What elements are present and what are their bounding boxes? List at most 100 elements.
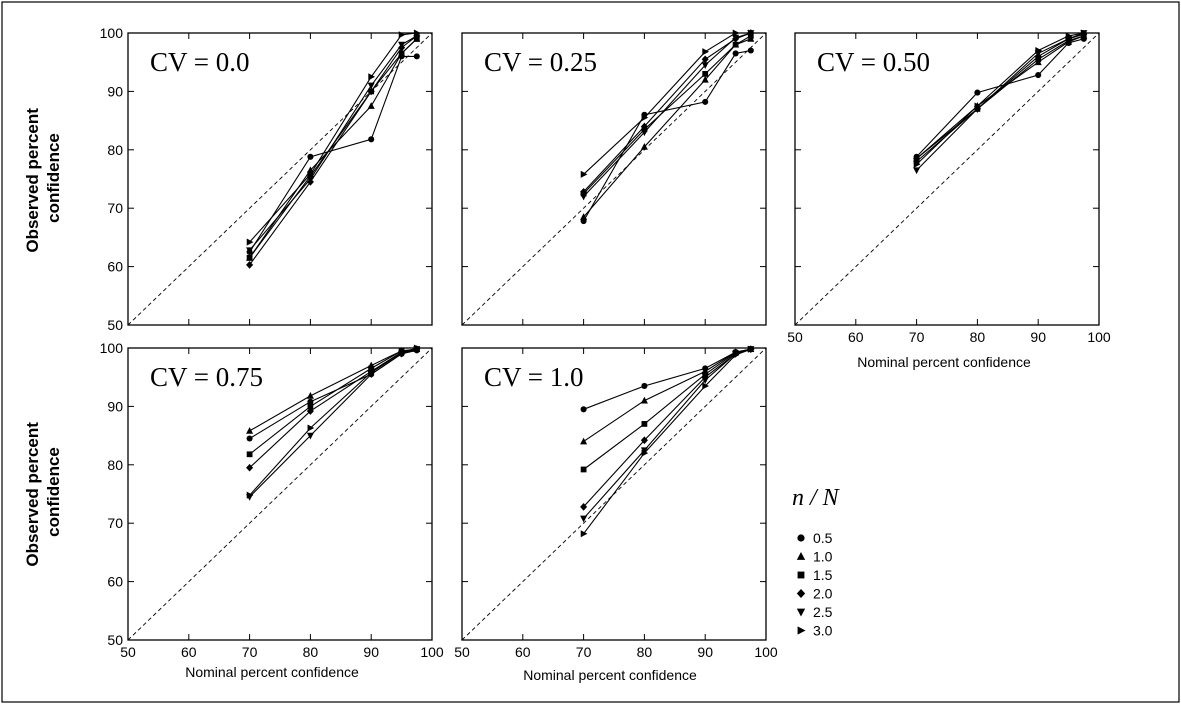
- series-1.5: [580, 346, 754, 473]
- data-point: [913, 167, 921, 175]
- ylabel-line-1: Observed percent: [23, 108, 42, 253]
- series-line: [583, 348, 751, 535]
- data-point: [368, 136, 375, 143]
- legend-marker-circle: [797, 534, 805, 542]
- series-line: [583, 348, 751, 470]
- data-point: [398, 50, 405, 57]
- series-line: [249, 348, 417, 432]
- data-point: [701, 377, 709, 384]
- data-point: [307, 170, 315, 178]
- data-point: [640, 436, 648, 445]
- series-3.0: [246, 29, 421, 246]
- series-line: [249, 347, 417, 496]
- data-point: [580, 406, 587, 413]
- data-point: [702, 71, 709, 77]
- legend: n / N 0.5 1.0 1.5 2.0 2.5 3.0: [792, 485, 841, 639]
- data-point: [246, 238, 254, 246]
- data-point: [367, 87, 375, 96]
- data-point: [640, 396, 648, 404]
- x-tick-label: 100: [754, 644, 778, 660]
- panel-title: CV = 0.50: [817, 47, 930, 77]
- data-point: [398, 349, 406, 357]
- data-point: [580, 515, 588, 523]
- data-point: [732, 50, 739, 57]
- series-line: [583, 38, 751, 218]
- reference-diagonal: [127, 347, 433, 641]
- data-point: [368, 73, 376, 81]
- data-point: [1035, 47, 1043, 55]
- legend-label: 0.5: [813, 530, 833, 546]
- y-tick-label: 100: [100, 25, 124, 41]
- y-tick-label: 50: [107, 317, 123, 333]
- data-point: [246, 427, 254, 434]
- data-point: [640, 129, 648, 137]
- series-line: [916, 35, 1084, 162]
- series-3.0: [913, 29, 1088, 168]
- data-point: [398, 31, 406, 39]
- data-point: [580, 193, 588, 201]
- panel-title: CV = 0.75: [150, 362, 263, 392]
- series-line: [249, 348, 417, 455]
- series-3.0: [246, 344, 421, 499]
- data-point: [307, 403, 314, 410]
- legend-label: 2.5: [813, 604, 833, 620]
- data-point: [246, 254, 253, 261]
- data-point: [1065, 32, 1073, 40]
- series-3.0: [580, 29, 755, 178]
- y-tick-label: 80: [107, 457, 123, 473]
- data-point: [306, 432, 314, 440]
- data-point: [747, 47, 754, 54]
- data-point: [580, 213, 588, 220]
- data-point: [640, 122, 648, 131]
- y-tick-label: 90: [107, 398, 123, 414]
- data-point: [580, 170, 588, 178]
- data-point: [1080, 29, 1088, 37]
- series-2.5: [913, 30, 1088, 175]
- plot-frame: [461, 347, 767, 641]
- data-point: [307, 424, 315, 432]
- data-point: [307, 398, 314, 405]
- data-point: [974, 89, 981, 96]
- panel-3: 50 60 70 80 90 100 CV = 0.50: [787, 29, 1111, 345]
- y-tick-label: 70: [107, 200, 123, 216]
- ylabel-line-1: Observed percent: [23, 422, 42, 567]
- legend-marker-triangle-down: [796, 608, 806, 617]
- series-line: [249, 55, 417, 253]
- x-tick-label: 70: [576, 644, 592, 660]
- series-3.0: [580, 345, 755, 538]
- series-2.5: [580, 30, 755, 201]
- x-tick-label: 100: [1087, 329, 1111, 345]
- data-point: [413, 53, 420, 60]
- data-point: [413, 344, 421, 352]
- series-line: [583, 49, 751, 222]
- x-tick-label: 80: [303, 644, 319, 660]
- legend-label: 1.5: [813, 567, 833, 583]
- panel-title: CV = 0.0: [150, 47, 250, 77]
- data-point: [641, 114, 649, 122]
- data-point: [307, 153, 314, 160]
- data-point: [641, 449, 649, 457]
- series-2.0: [580, 29, 755, 196]
- data-point: [580, 437, 588, 445]
- x-tick-label: 90: [363, 644, 379, 660]
- plot-frame: [461, 32, 767, 326]
- data-point: [580, 503, 588, 511]
- x-tick-label: 100: [420, 644, 444, 660]
- y-tick-label: 60: [107, 259, 123, 275]
- series-line: [249, 32, 417, 243]
- y-tick-label: 70: [107, 515, 123, 531]
- data-point: [398, 41, 406, 49]
- y-tick-label: 80: [107, 142, 123, 158]
- legend-marker-square: [797, 571, 805, 579]
- series-0.5: [246, 347, 420, 442]
- data-point: [732, 34, 740, 42]
- x-tick-label: 50: [120, 644, 136, 660]
- plot-frame: [794, 32, 1100, 326]
- series-1.5: [913, 33, 1087, 165]
- series-1.0: [580, 35, 755, 220]
- data-point: [640, 447, 648, 455]
- series-2.0: [246, 345, 421, 472]
- data-point: [747, 29, 755, 37]
- plot-frame: [127, 347, 433, 641]
